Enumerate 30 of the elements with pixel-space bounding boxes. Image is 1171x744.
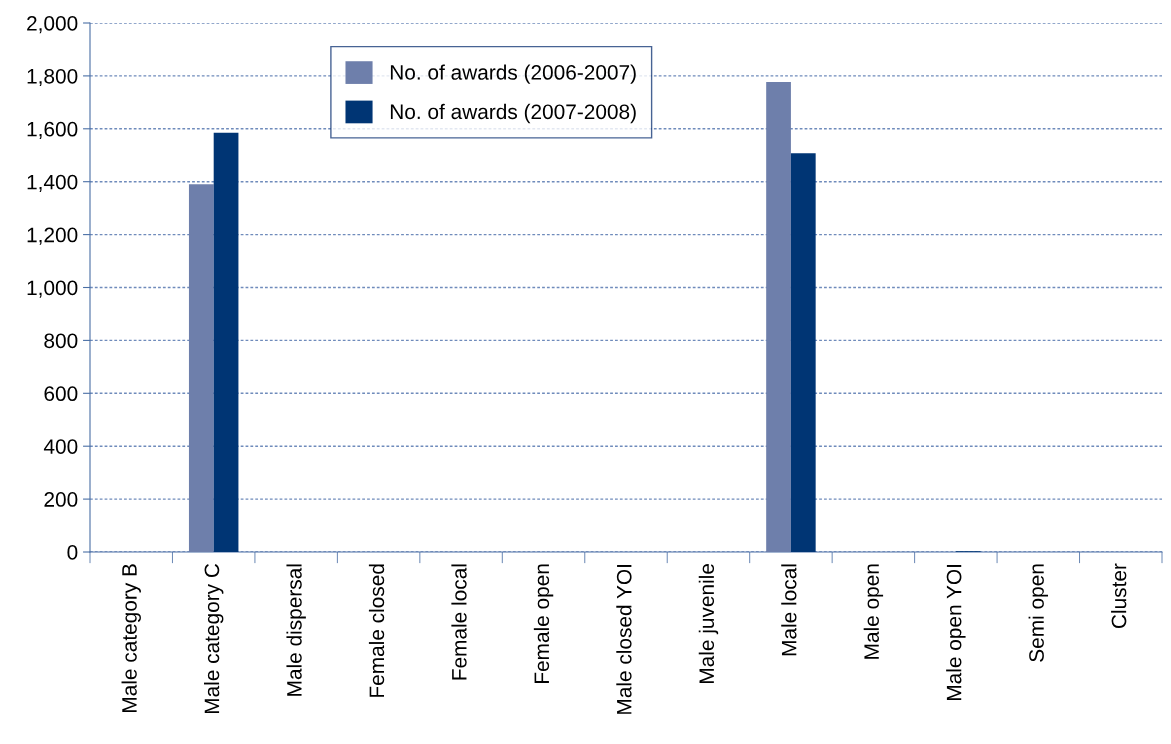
- bar: [213, 132, 239, 552]
- y-tick-label: 1,000: [27, 280, 78, 298]
- x-tick-label: Male open YOI: [946, 565, 966, 700]
- x-tick-label: Female local: [451, 564, 467, 680]
- y-tick-label: 800: [44, 333, 78, 349]
- x-tick-label: Male open: [863, 564, 884, 659]
- x-tick-label: Cluster: [1111, 563, 1127, 629]
- bar: [790, 153, 816, 552]
- x-tick-label: Male category C: [203, 563, 224, 714]
- y-tick-label: 1,400: [27, 174, 78, 192]
- y-tick-label: 2,000: [27, 16, 78, 34]
- x-tick-label: Male closed YOI: [616, 565, 632, 714]
- y-tick-label: 400: [43, 439, 78, 454]
- bar: [766, 81, 791, 552]
- x-tick-label: Semi open: [1028, 564, 1049, 662]
- x-tick-label: Male local: [781, 564, 797, 656]
- y-tick-label: 1,800: [27, 68, 78, 87]
- legend-label: No. of awards (2007-2008): [390, 103, 636, 124]
- y-tick-label: 0: [67, 545, 78, 560]
- y-tick-label: 200: [44, 492, 78, 507]
- x-tick-label: Male category B: [121, 564, 141, 712]
- legend-label: No. of awards (2006-2007): [390, 64, 636, 84]
- y-tick-label: 600: [44, 386, 78, 402]
- y-tick-label: 1,600: [27, 121, 78, 140]
- bar: [188, 184, 214, 552]
- y-tick-label: 1,200: [27, 227, 78, 245]
- x-tick-label: Male dispersal: [286, 564, 306, 696]
- x-tick-label: Female open: [533, 564, 554, 683]
- x-tick-label: Female closed: [368, 564, 385, 697]
- x-tick-label: Male juvenile: [698, 564, 719, 683]
